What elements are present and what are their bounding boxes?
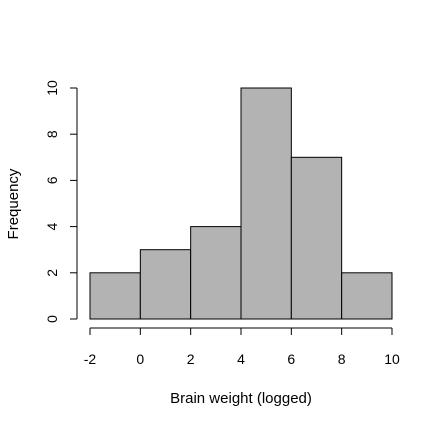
histogram-bar-0 bbox=[89, 272, 141, 320]
x-tick-label: 2 bbox=[187, 351, 195, 367]
y-tick-label: 0 bbox=[44, 315, 60, 323]
histogram-bar-4 bbox=[290, 156, 343, 320]
x-axis: -2 0 2 4 6 8 10 bbox=[84, 327, 400, 367]
histogram-bar-5 bbox=[341, 272, 393, 320]
histogram-bar-1 bbox=[139, 249, 192, 320]
y-tick-label: 2 bbox=[44, 269, 60, 277]
histogram-bar-2 bbox=[190, 226, 242, 320]
y-tick-label: 4 bbox=[44, 222, 60, 230]
x-tick-label: 4 bbox=[237, 351, 245, 367]
y-tick-label: 8 bbox=[44, 130, 60, 138]
x-tick-label: 8 bbox=[338, 351, 346, 367]
bars-group bbox=[89, 87, 393, 320]
x-tick-label: -2 bbox=[84, 351, 97, 367]
histogram-bar-3 bbox=[240, 87, 292, 320]
y-tick-label: 6 bbox=[44, 176, 60, 184]
y-axis-title: Frequency bbox=[5, 168, 22, 239]
y-tick-label: 10 bbox=[44, 80, 60, 96]
y-axis: 0 2 4 6 8 10 bbox=[44, 80, 78, 323]
x-tick-label: 6 bbox=[287, 351, 295, 367]
x-tick-label: 10 bbox=[384, 351, 400, 367]
x-axis-title: Brain weight (logged) bbox=[170, 390, 312, 407]
x-tick-label: 0 bbox=[136, 351, 144, 367]
